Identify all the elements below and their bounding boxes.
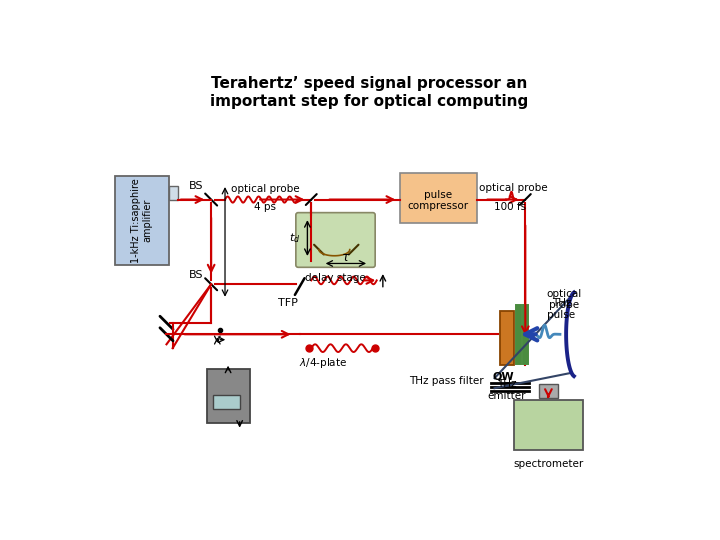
Text: optical probe: optical probe xyxy=(230,184,300,194)
Text: THz
pulse: THz pulse xyxy=(547,298,575,320)
FancyBboxPatch shape xyxy=(207,369,250,423)
Text: 1-kHz Ti:sapphire
amplifier: 1-kHz Ti:sapphire amplifier xyxy=(131,178,153,263)
Text: spectrometer: spectrometer xyxy=(513,459,583,469)
Text: $\lambda$/4-plate: $\lambda$/4-plate xyxy=(299,356,347,370)
Text: THz pass filter: THz pass filter xyxy=(409,375,483,386)
Text: BS: BS xyxy=(189,181,203,191)
Text: BS: BS xyxy=(189,270,203,280)
Text: optical probe: optical probe xyxy=(480,183,548,193)
FancyBboxPatch shape xyxy=(400,173,477,222)
Text: delay stage: delay stage xyxy=(305,273,366,283)
FancyBboxPatch shape xyxy=(514,400,583,450)
Text: $t_d$: $t_d$ xyxy=(289,231,300,245)
Text: optical
probe: optical probe xyxy=(546,289,582,310)
Text: 100 fs: 100 fs xyxy=(494,202,526,212)
FancyBboxPatch shape xyxy=(168,186,178,200)
Text: TFP: TFP xyxy=(278,299,298,308)
Text: THz
emitter: THz emitter xyxy=(487,379,526,401)
Text: Terahertz’ speed signal processor an
important step for optical computing: Terahertz’ speed signal processor an imp… xyxy=(210,76,528,109)
Text: pulse
compressor: pulse compressor xyxy=(408,190,469,211)
Text: QW: QW xyxy=(493,372,515,382)
Text: 4 ps: 4 ps xyxy=(254,202,276,212)
Text: $\tau$: $\tau$ xyxy=(341,251,351,264)
FancyBboxPatch shape xyxy=(296,213,375,267)
FancyBboxPatch shape xyxy=(115,177,168,265)
FancyBboxPatch shape xyxy=(539,384,558,398)
FancyBboxPatch shape xyxy=(500,311,514,365)
FancyBboxPatch shape xyxy=(213,395,240,409)
